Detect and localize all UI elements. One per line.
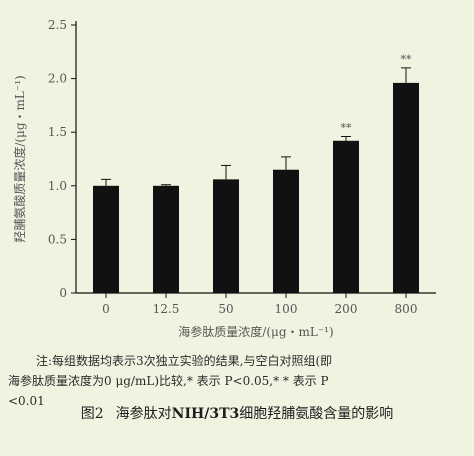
x-tick-label-800: 800 — [395, 302, 418, 316]
figure-number: 图2 — [80, 406, 104, 422]
x-tick-label-100: 100 — [275, 302, 298, 316]
y-tick-label: 2.0 — [48, 72, 67, 86]
figure-caption: 图2 海参肽对NIH/3T3细胞羟脯氨酸含量的影响 — [0, 403, 474, 423]
x-tick-label-200: 200 — [335, 302, 358, 316]
caption-post: 细胞羟脯氨酸含量的影响 — [239, 406, 394, 422]
significance-mark: ** — [401, 53, 413, 66]
note-line-2: 海参肽质量浓度为0 μg/mL)比较,* 表示 P<0.05,* * 表示 P — [8, 374, 329, 388]
chart-labels: 0 0.5 1.0 1.5 2.0 2.5 0 12.5 50 100 200 ** 800 ** 海参肽质… — [12, 18, 417, 339]
y-tick-label: 2.5 — [48, 18, 67, 32]
chart-axes — [71, 21, 436, 298]
figure-note: 注:每组数据均表示3次独立实验的结果,与空白对照组(即 海参肽质量浓度为0 μg… — [8, 351, 466, 411]
bar-200 — [333, 140, 359, 293]
x-tick-label-12.5: 12.5 — [153, 302, 180, 316]
x-tick-label-0: 0 — [102, 302, 110, 316]
caption-pre: 海参肽对 — [115, 406, 172, 422]
bar-50 — [213, 179, 239, 293]
x-axis-title: 海参肽质量浓度/(μg・mL⁻¹) — [178, 324, 333, 339]
note-line-1: 注:每组数据均表示3次独立实验的结果,与空白对照组(即 — [36, 354, 333, 368]
bar-0 — [93, 185, 119, 293]
y-axis-title: 羟脯氨酸质量浓度/(μg・mL⁻¹) — [12, 75, 27, 242]
y-tick-label: 0 — [59, 286, 67, 300]
bar-chart: 0 0.5 1.0 1.5 2.0 2.5 0 12.5 50 100 200 ** 800 ** 海参肽质… — [12, 18, 436, 339]
x-tick-label-50: 50 — [218, 302, 233, 316]
bar-100 — [273, 169, 299, 293]
bar-12.5 — [153, 185, 179, 293]
bar-800 — [393, 82, 419, 293]
y-tick-label: 1.0 — [48, 179, 67, 193]
note-line-3: <0.01 — [8, 394, 45, 408]
caption-cell-line: NIH/3T3 — [171, 406, 240, 422]
chart-bars — [93, 67, 419, 293]
y-tick-label: 0.5 — [48, 232, 67, 246]
significance-mark: ** — [341, 121, 353, 134]
y-tick-label: 1.5 — [48, 125, 67, 139]
